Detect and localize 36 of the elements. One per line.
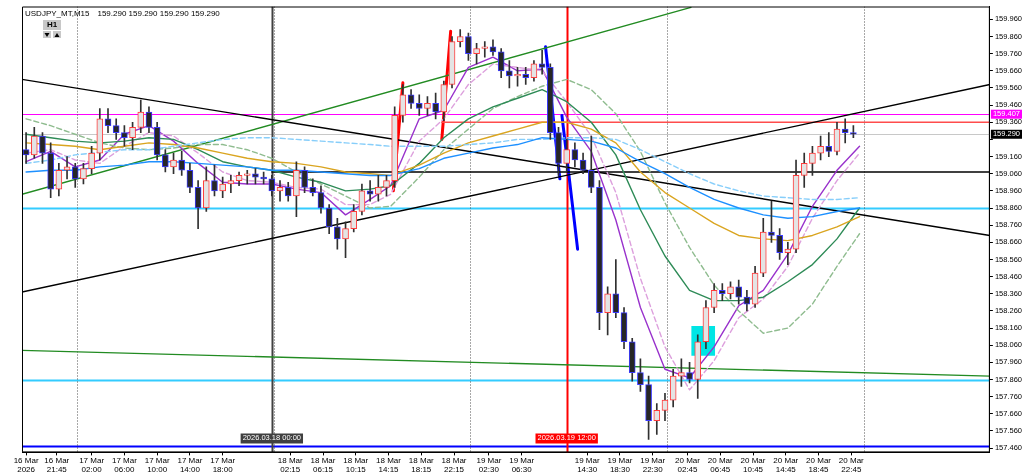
x-tick-label: 20 Mar 22:45 xyxy=(838,456,865,474)
x-tick-label: 19 Mar 06:30 xyxy=(509,456,535,474)
candlestick xyxy=(481,41,489,58)
line-series xyxy=(25,137,861,201)
x-tick-label: 20 Mar 10:45 xyxy=(740,456,766,474)
x-tick-label: 17 Mar 18:00 xyxy=(210,456,236,474)
x-tick-label: 18 Mar 06:15 xyxy=(310,456,336,474)
candlestick xyxy=(522,67,530,85)
x-tick-label: 17 Mar 10:00 xyxy=(144,456,170,474)
x-tick-label: 20 Mar 06:45 xyxy=(707,456,734,474)
x-tick-label: 16 Mar 21:45 xyxy=(44,456,70,474)
x-tick-label: 19 Mar 22:30 xyxy=(640,456,666,474)
x-tick-label: 19 Mar 18:30 xyxy=(607,456,633,474)
x-tick-label: 18 Mar 10:15 xyxy=(343,456,369,474)
x-tick-label: 18 Mar 18:15 xyxy=(408,456,435,474)
x-tick-label: 19 Mar 14:30 xyxy=(574,456,600,474)
x-tick-label: 18 Mar 14:15 xyxy=(376,456,402,474)
chart-subtitle: 159.290 159.290 159.290 159.290 xyxy=(97,8,221,18)
x-tick-label: 18 Mar 02:15 xyxy=(277,456,304,474)
timeframe-button: H1 xyxy=(43,19,61,30)
x-tick-label: 17 Mar 14:00 xyxy=(177,456,203,474)
candlestick xyxy=(825,132,833,157)
x-tick-label: 18 Mar 22:15 xyxy=(441,456,467,474)
chart-title: USDJPY_MT,M15 xyxy=(25,8,91,18)
x-tick-label: 20 Mar 14:45 xyxy=(773,456,799,474)
x-tick-label: 16 Mar 2026 xyxy=(13,456,39,474)
candlestick xyxy=(415,94,423,116)
candlestick xyxy=(718,283,726,301)
x-tick-label: 20 Mar 18:45 xyxy=(806,456,832,474)
candlestick xyxy=(841,118,849,144)
x-tick-label: 17 Mar 02:00 xyxy=(79,456,105,474)
line-series xyxy=(25,78,861,334)
x-tick-label: 20 Mar 02:45 xyxy=(675,456,701,474)
x-tick-label: 17 Mar 06:00 xyxy=(111,456,138,474)
candlestick xyxy=(243,169,251,185)
x-tick-label: 19 Mar 02:30 xyxy=(476,456,502,474)
